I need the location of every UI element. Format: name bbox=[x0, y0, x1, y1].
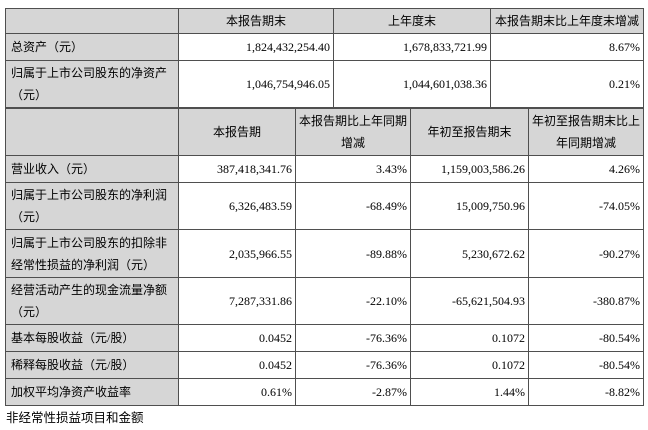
row-operating-cash-flow-ytd: -65,621,504.93 bbox=[410, 277, 529, 325]
row-net-profit-excl-nonrecurring-ytd-change: -90.27% bbox=[528, 229, 644, 278]
row-diluted-eps-ytd-change: -80.54% bbox=[528, 351, 644, 379]
row-operating-cash-flow-label: 经营活动产生的现金流量净额（元） bbox=[5, 277, 179, 325]
row-net-profit-excl-nonrecurring-label: 归属于上市公司股东的扣除非经常性损益的净利润（元） bbox=[5, 229, 179, 278]
row-basic-eps: 基本每股收益（元/股） 0.0452 -76.36% 0.1072 -80.54… bbox=[5, 324, 644, 352]
row-net-profit-label: 归属于上市公司股东的净利润（元） bbox=[5, 182, 179, 230]
row-operating-revenue-current: 387,418,341.76 bbox=[178, 155, 296, 183]
row-net-assets-label: 归属于上市公司股东的净资产（元） bbox=[5, 60, 179, 108]
table2-header-period-yoy-change: 本报告期比上年同期增减 bbox=[295, 108, 411, 156]
row-weighted-avg-roe-ytd-change: -8.82% bbox=[528, 378, 644, 406]
row-net-profit-ytd: 15,009,750.96 bbox=[410, 182, 529, 230]
row-net-profit-excl-nonrecurring: 归属于上市公司股东的扣除非经常性损益的净利润（元） 2,035,966.55 -… bbox=[5, 229, 644, 278]
row-net-assets-current: 1,046,754,946.05 bbox=[178, 60, 334, 108]
table1-header-current-period-end: 本报告期末 bbox=[178, 8, 334, 34]
period-end-table: 本报告期末 上年度末 本报告期末比上年度末增减 总资产（元） 1,824,432… bbox=[5, 8, 644, 108]
table1-header-prior-year-end: 上年度末 bbox=[333, 8, 491, 34]
row-net-assets: 归属于上市公司股东的净资产（元） 1,046,754,946.05 1,044,… bbox=[5, 60, 644, 108]
row-net-profit-current: 6,326,483.59 bbox=[178, 182, 296, 230]
row-net-profit: 归属于上市公司股东的净利润（元） 6,326,483.59 -68.49% 15… bbox=[5, 182, 644, 230]
table2-header-ytd: 年初至报告期末 bbox=[410, 108, 529, 156]
row-net-profit-ytd-change: -74.05% bbox=[528, 182, 644, 230]
row-operating-cash-flow-current: 7,287,331.86 bbox=[178, 277, 296, 325]
row-operating-revenue-ytd-change: 4.26% bbox=[528, 155, 644, 183]
row-basic-eps-label: 基本每股收益（元/股） bbox=[5, 324, 179, 352]
table1-corner-cell bbox=[5, 8, 179, 34]
row-net-assets-prior: 1,044,601,038.36 bbox=[333, 60, 491, 108]
row-operating-revenue-ytd: 1,159,003,586.26 bbox=[410, 155, 529, 183]
table2-corner-cell bbox=[5, 108, 179, 156]
row-basic-eps-current: 0.0452 bbox=[178, 324, 296, 352]
row-weighted-avg-roe-label: 加权平均净资产收益率 bbox=[5, 378, 179, 406]
table1-header-row: 本报告期末 上年度末 本报告期末比上年度末增减 bbox=[5, 8, 644, 34]
row-total-assets-prior: 1,678,833,721.99 bbox=[333, 33, 491, 61]
table2-header-ytd-yoy-change: 年初至报告期末比上年同期增减 bbox=[528, 108, 644, 156]
table2-header-current-period: 本报告期 bbox=[178, 108, 296, 156]
row-weighted-avg-roe-change: -2.87% bbox=[295, 378, 411, 406]
row-operating-revenue: 营业收入（元） 387,418,341.76 3.43% 1,159,003,5… bbox=[5, 155, 644, 183]
row-net-assets-change: 0.21% bbox=[490, 60, 644, 108]
row-diluted-eps-current: 0.0452 bbox=[178, 351, 296, 379]
table2-header-row: 本报告期 本报告期比上年同期增减 年初至报告期末 年初至报告期末比上年同期增减 bbox=[5, 108, 644, 156]
row-weighted-avg-roe-ytd: 1.44% bbox=[410, 378, 529, 406]
row-basic-eps-ytd: 0.1072 bbox=[410, 324, 529, 352]
row-basic-eps-ytd-change: -80.54% bbox=[528, 324, 644, 352]
key-financials-tables: 本报告期末 上年度末 本报告期末比上年度末增减 总资产（元） 1,824,432… bbox=[5, 8, 644, 406]
row-total-assets-label: 总资产（元） bbox=[5, 33, 179, 61]
table1-header-change: 本报告期末比上年度末增减 bbox=[490, 8, 644, 34]
row-operating-cash-flow: 经营活动产生的现金流量净额（元） 7,287,331.86 -22.10% -6… bbox=[5, 277, 644, 325]
row-operating-cash-flow-change: -22.10% bbox=[295, 277, 411, 325]
row-weighted-avg-roe-current: 0.61% bbox=[178, 378, 296, 406]
reporting-period-table: 本报告期 本报告期比上年同期增减 年初至报告期末 年初至报告期末比上年同期增减 … bbox=[5, 108, 644, 406]
row-weighted-avg-roe: 加权平均净资产收益率 0.61% -2.87% 1.44% -8.82% bbox=[5, 378, 644, 406]
row-total-assets: 总资产（元） 1,824,432,254.40 1,678,833,721.99… bbox=[5, 33, 644, 61]
row-total-assets-change: 8.67% bbox=[490, 33, 644, 61]
row-net-profit-excl-nonrecurring-change: -89.88% bbox=[295, 229, 411, 278]
row-diluted-eps-label: 稀释每股收益（元/股） bbox=[5, 351, 179, 379]
row-total-assets-current: 1,824,432,254.40 bbox=[178, 33, 334, 61]
row-net-profit-excl-nonrecurring-current: 2,035,966.55 bbox=[178, 229, 296, 278]
row-net-profit-change: -68.49% bbox=[295, 182, 411, 230]
row-diluted-eps-ytd: 0.1072 bbox=[410, 351, 529, 379]
row-diluted-eps-change: -76.36% bbox=[295, 351, 411, 379]
row-operating-cash-flow-ytd-change: -380.87% bbox=[528, 277, 644, 325]
section-title-non-recurring-items: 非经常性损益项目和金额 bbox=[6, 411, 144, 425]
row-operating-revenue-change: 3.43% bbox=[295, 155, 411, 183]
row-diluted-eps: 稀释每股收益（元/股） 0.0452 -76.36% 0.1072 -80.54… bbox=[5, 351, 644, 379]
row-net-profit-excl-nonrecurring-ytd: 5,230,672.62 bbox=[410, 229, 529, 278]
row-operating-revenue-label: 营业收入（元） bbox=[5, 155, 179, 183]
row-basic-eps-change: -76.36% bbox=[295, 324, 411, 352]
